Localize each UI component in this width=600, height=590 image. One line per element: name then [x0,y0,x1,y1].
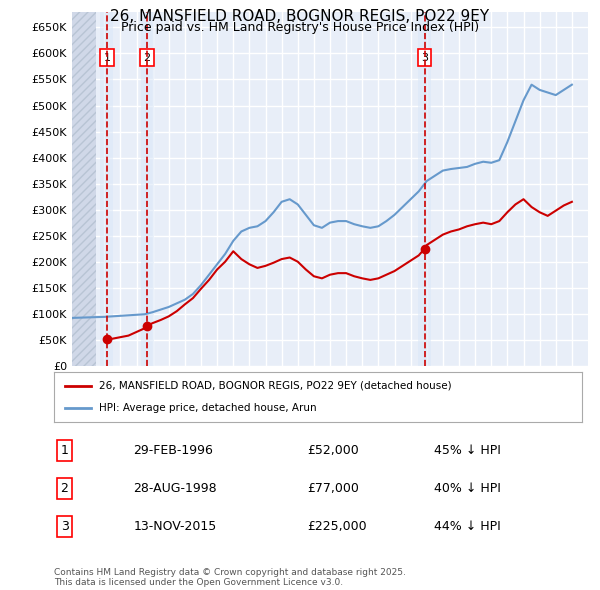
Text: 40% ↓ HPI: 40% ↓ HPI [434,482,501,495]
Text: £77,000: £77,000 [307,482,359,495]
Text: 28-AUG-1998: 28-AUG-1998 [133,482,217,495]
Text: 1: 1 [61,444,68,457]
Text: 2: 2 [143,53,151,63]
Text: 2: 2 [61,482,68,495]
Text: 1: 1 [103,53,110,63]
Text: 29-FEB-1996: 29-FEB-1996 [133,444,213,457]
Text: Price paid vs. HM Land Registry's House Price Index (HPI): Price paid vs. HM Land Registry's House … [121,21,479,34]
Bar [418,12,431,366]
Text: 3: 3 [61,520,68,533]
Text: HPI: Average price, detached house, Arun: HPI: Average price, detached house, Arun [99,403,317,413]
Bar [100,12,113,366]
Text: 13-NOV-2015: 13-NOV-2015 [133,520,217,533]
Bar [72,12,96,366]
Text: 45% ↓ HPI: 45% ↓ HPI [434,444,501,457]
Text: £52,000: £52,000 [307,444,359,457]
Text: 26, MANSFIELD ROAD, BOGNOR REGIS, PO22 9EY: 26, MANSFIELD ROAD, BOGNOR REGIS, PO22 9… [110,9,490,24]
Text: 3: 3 [421,53,428,63]
Text: £225,000: £225,000 [307,520,367,533]
Text: 26, MANSFIELD ROAD, BOGNOR REGIS, PO22 9EY (detached house): 26, MANSFIELD ROAD, BOGNOR REGIS, PO22 9… [99,381,452,391]
Text: Contains HM Land Registry data © Crown copyright and database right 2025.
This d: Contains HM Land Registry data © Crown c… [54,568,406,587]
Text: 44% ↓ HPI: 44% ↓ HPI [434,520,501,533]
Bar [140,12,154,366]
